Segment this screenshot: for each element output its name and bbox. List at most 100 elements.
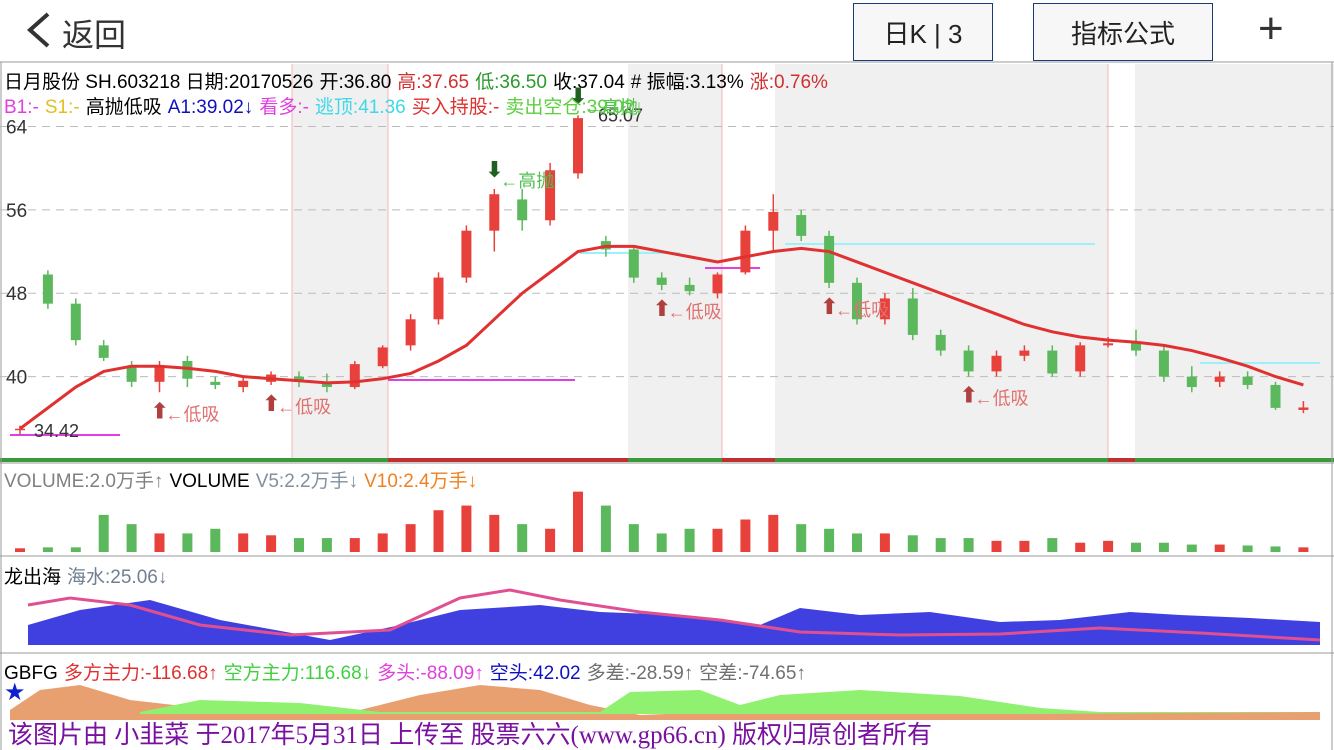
candle-body	[1103, 343, 1114, 346]
volume-bar	[573, 491, 583, 552]
volume-bar	[126, 524, 137, 552]
signal-arrow: ⬆	[151, 398, 169, 423]
candle-body	[684, 284, 695, 292]
y-tick-label: 40	[6, 368, 27, 389]
signal-arrow: ⬆	[653, 296, 671, 321]
volume-bar	[600, 505, 611, 552]
sea-area	[28, 600, 1320, 645]
candle-body	[70, 303, 81, 341]
price-label: 65.07	[598, 105, 643, 125]
volume-bar	[238, 533, 249, 552]
legend-item: 看多:-	[259, 97, 309, 118]
volume-bar	[712, 528, 723, 552]
legend-item: # 振幅:3.13%	[630, 72, 744, 93]
volume-bar	[684, 528, 695, 552]
add-button[interactable]: +	[1258, 4, 1284, 53]
candle-body	[1158, 350, 1169, 377]
volume-bar	[1131, 542, 1141, 552]
volume-bar	[1075, 542, 1086, 552]
legend-item: B1:-	[4, 97, 39, 118]
candle-body	[210, 381, 221, 385]
signal-arrow: ⬇	[569, 83, 587, 108]
legend-item: V5:2.2万手↓	[255, 471, 359, 492]
candle-body	[182, 360, 193, 379]
volume-bar	[266, 535, 277, 552]
signal-label: ←低吸	[166, 404, 220, 424]
back-label[interactable]: 返回	[62, 17, 127, 53]
volume-bar	[1242, 545, 1253, 552]
signal-label: ←高抛	[584, 97, 638, 117]
candle-body	[1186, 376, 1197, 388]
strip	[722, 458, 775, 462]
signal-arrow: ⬆	[262, 391, 280, 416]
volume-bar	[349, 538, 360, 552]
volume-bar	[628, 524, 639, 552]
candle-body	[852, 282, 862, 320]
volume-bar	[98, 514, 109, 552]
legend-item: 涨:0.76%	[749, 72, 828, 93]
signal-arrow: ⬆	[820, 294, 838, 319]
volume-bar	[182, 533, 193, 552]
candle-body	[656, 277, 667, 285]
gbfg-legend: GBFG 多方主力:-116.68↑ 空方主力:116.68↓ 多头:-88.09↑ 空…	[4, 658, 812, 685]
candle-body	[963, 350, 974, 372]
volume-bar	[1019, 540, 1030, 552]
legend-item: VOLUME	[169, 471, 250, 492]
candle-body	[712, 274, 723, 294]
candle-body	[768, 211, 779, 231]
candle-body	[517, 199, 528, 221]
legend-item: S1:-	[44, 97, 80, 118]
legend-item: 买入持股:-	[411, 97, 500, 118]
candle-body	[740, 230, 751, 273]
legend-item: 收:37.04	[552, 72, 625, 93]
sea-legend: 龙出海 海水:25.06↓	[4, 562, 173, 589]
legend-item: 空方主力:116.68↓	[223, 663, 372, 684]
candle-body	[879, 298, 890, 320]
shade	[292, 64, 388, 460]
y-tick-label: 64	[6, 117, 28, 138]
shade	[628, 64, 722, 460]
volume-bar	[935, 538, 946, 552]
gbfg-area	[140, 690, 1320, 714]
sea-line	[27, 588, 1321, 642]
volume-bar	[740, 519, 751, 552]
volume-bar	[991, 540, 1002, 552]
volume-bar	[489, 514, 500, 552]
volume-bar	[1298, 547, 1309, 552]
volume-bar	[768, 514, 779, 552]
volume-bar	[545, 528, 556, 552]
candle-body	[377, 347, 388, 367]
volume-bar	[1270, 546, 1281, 552]
legend-item: 逃顶:41.36	[314, 97, 406, 118]
signal-label: ←低吸	[668, 302, 722, 322]
legend-item: 高:37.65	[397, 72, 470, 93]
legend-item: A1:39.02↓	[167, 97, 254, 118]
star-icon: ★	[4, 679, 26, 706]
indicator-line: B1:- S1:- 高抛低吸 A1:39.02↓ 看多:- 逃顶:41.36 买入持股:- 卖…	[4, 92, 650, 119]
legend-item: 多头:-88.09↑	[377, 663, 484, 684]
period-button[interactable]: 日K | 3	[853, 3, 993, 61]
volume-bar	[824, 528, 835, 552]
legend-item: VOLUME:2.0万手↑	[4, 471, 164, 492]
volume-bar	[70, 547, 81, 552]
volume-bar	[879, 533, 890, 552]
candle-body	[796, 215, 807, 236]
back-icon[interactable]	[26, 12, 50, 48]
info-line: 日月股份 SH.603218 日期:20170526 开:36.80 高:37.65…	[4, 67, 834, 94]
legend-item: 空差:-74.65↑	[699, 663, 806, 684]
volume-bar	[907, 535, 918, 552]
volume-bar	[1158, 542, 1169, 552]
volume-bar	[796, 524, 807, 552]
formula-button[interactable]: 指标公式	[1033, 3, 1213, 61]
candle-body	[1214, 376, 1225, 382]
candle-body	[573, 118, 583, 174]
legend-item: 日月股份 SH.603218 日期:20170526	[4, 72, 314, 93]
candle-body	[1019, 350, 1030, 356]
legend-item: 空头:42.02	[489, 663, 581, 684]
volume-bar	[154, 533, 165, 552]
volume-bar	[852, 533, 862, 552]
legend-item: 龙出海	[4, 567, 62, 588]
candle-body	[1298, 407, 1309, 410]
